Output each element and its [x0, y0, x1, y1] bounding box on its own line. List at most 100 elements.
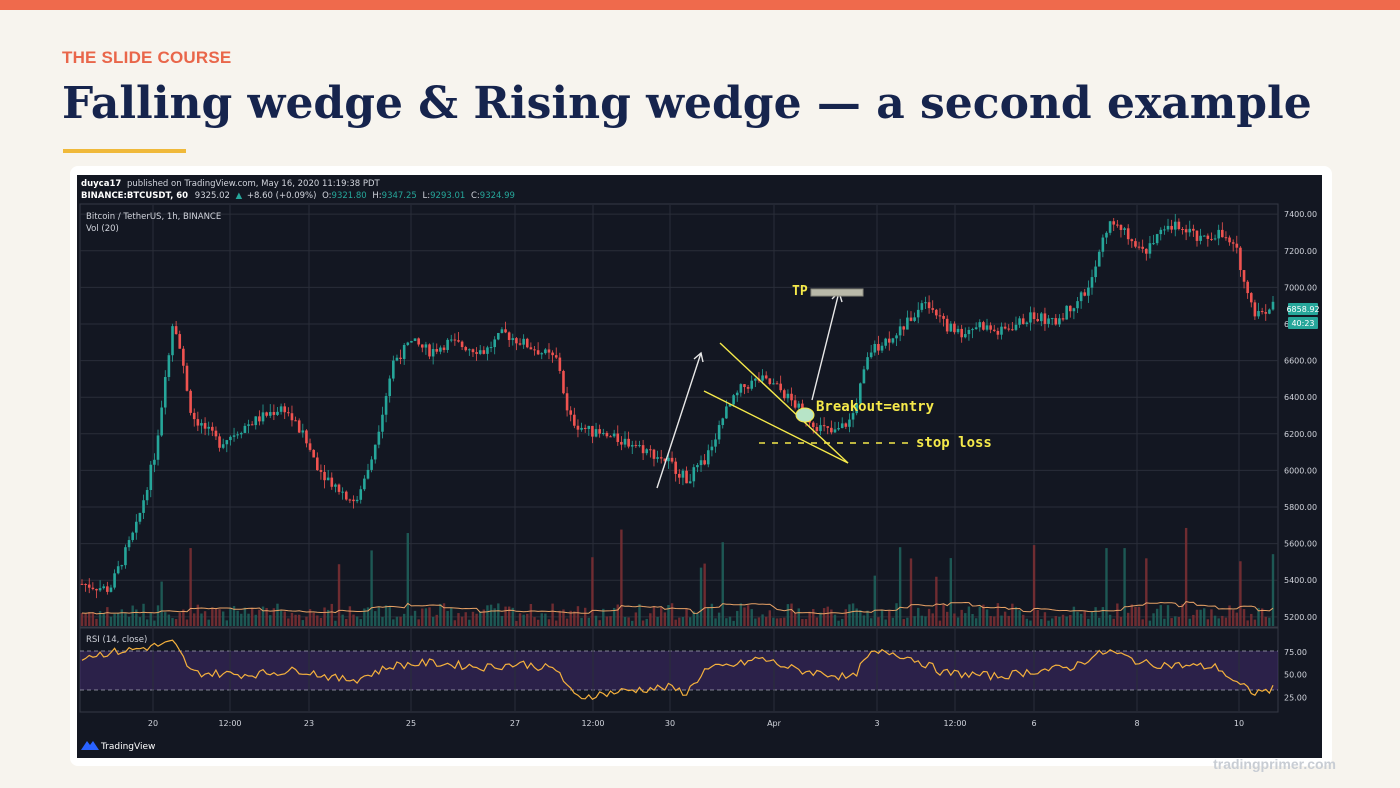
volume-bar [779, 618, 782, 626]
volume-bar [1184, 527, 1188, 626]
candle-body [931, 308, 935, 310]
title-underline [63, 149, 186, 153]
candle-body [971, 329, 974, 331]
volume-bar [830, 609, 833, 626]
volume-bar [312, 612, 315, 626]
volume-bar [1130, 604, 1134, 626]
volume-bar [1043, 612, 1047, 626]
author-name[interactable]: duyca17 [81, 179, 121, 189]
candle-body [120, 565, 124, 567]
candle-body [909, 317, 913, 321]
candle-body [1249, 293, 1253, 303]
candle-body [1163, 229, 1166, 231]
candle-body [1087, 287, 1090, 296]
candle-body [1014, 324, 1018, 330]
candle-body [645, 449, 649, 454]
volume-bar [978, 606, 981, 626]
candle-body [145, 490, 149, 501]
volume-bar [935, 576, 938, 626]
candle-body [366, 469, 370, 479]
candle-body [848, 419, 851, 427]
candle-body [612, 433, 616, 437]
volume-bar [732, 620, 735, 626]
candle-body [515, 338, 518, 344]
candle-body [634, 445, 638, 447]
volume-bar [1098, 617, 1101, 626]
candle-body [439, 347, 442, 352]
tradingview-logo-icon[interactable] [81, 741, 99, 750]
volume-bar [142, 603, 145, 626]
candle-body [236, 434, 239, 436]
candle-body [1217, 229, 1220, 239]
volume-bar [739, 603, 743, 626]
volume-bar [627, 617, 630, 626]
tradingview-chart[interactable]: duyca17 published on TradingView.com, Ma… [77, 175, 1322, 758]
candle-body [457, 340, 460, 342]
rsi-legend[interactable]: RSI (14, close) [86, 635, 147, 645]
candle-body [109, 587, 113, 592]
countdown-badge [1288, 317, 1318, 329]
candle-body [587, 425, 591, 430]
candle-body [192, 412, 196, 420]
volume-bar [931, 613, 934, 626]
candle-body [312, 449, 315, 458]
candle-body [891, 338, 895, 343]
volume-bar [247, 613, 250, 626]
volume-bar [189, 548, 192, 626]
candle-body [153, 459, 156, 465]
candle-body [811, 422, 815, 428]
candle-body [699, 460, 703, 466]
volume-bar [891, 617, 895, 626]
candle-body [1072, 308, 1076, 312]
candle-body [80, 583, 84, 585]
candle-body [786, 393, 790, 399]
candle-body [326, 477, 330, 481]
volume-bar [91, 612, 95, 626]
candle-body [1061, 318, 1065, 320]
series-legend[interactable]: Bitcoin / TetherUS, 1h, BINANCE [86, 212, 221, 222]
volume-bar [786, 604, 790, 626]
tradingview-brand[interactable]: TradingView [100, 742, 155, 752]
volume-bar [888, 610, 891, 626]
volume-bar [1040, 619, 1043, 626]
candle-body [294, 420, 297, 422]
candle-body [1271, 301, 1275, 310]
volume-bar [486, 605, 489, 626]
volume-bar [464, 612, 467, 626]
candle-body [815, 427, 819, 432]
volume-legend[interactable]: Vol (20) [86, 224, 119, 234]
volume-bar [768, 610, 772, 626]
volume-bar [507, 606, 511, 626]
candle-body [703, 460, 706, 465]
volume-bar [1079, 613, 1083, 626]
candle-body [106, 586, 109, 592]
volume-bar [366, 607, 370, 626]
candle-body [670, 457, 674, 462]
volume-bar [182, 609, 185, 626]
publish-info: published on TradingView.com, May 16, 20… [127, 179, 381, 189]
candle-body [1159, 229, 1163, 235]
candle-body [522, 338, 525, 345]
volume-bar [1047, 620, 1050, 626]
candle-body [229, 436, 232, 441]
candle-body [877, 343, 880, 351]
volume-bar [214, 608, 218, 626]
candle-body [370, 459, 373, 470]
rsi-tick-label: 25.00 [1284, 693, 1307, 702]
volume-bar [1210, 609, 1213, 626]
candle-body [743, 384, 746, 388]
candle-body [1213, 238, 1217, 240]
volume-bar [544, 613, 547, 626]
volume-bar [272, 608, 276, 626]
candle-body [833, 429, 837, 433]
volume-bar [826, 606, 829, 626]
volume-bar [439, 603, 442, 626]
candle-body [1116, 224, 1119, 226]
candle-body [243, 425, 247, 433]
volume-bar [250, 607, 254, 626]
volume-bar [793, 612, 797, 626]
volume-bar [949, 558, 953, 626]
volume-bar [482, 609, 486, 626]
candle-body [638, 445, 641, 447]
volume-bar [164, 612, 167, 626]
